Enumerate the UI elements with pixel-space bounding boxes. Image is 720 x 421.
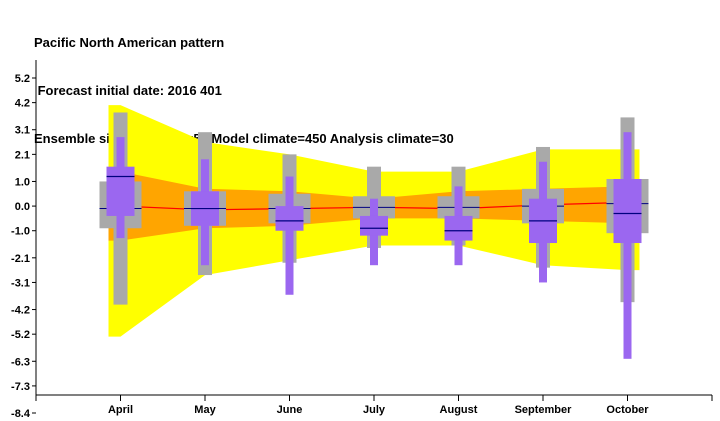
x-tick-label: April bbox=[108, 404, 133, 416]
y-tick-label: -3.1 bbox=[11, 277, 30, 289]
y-tick-label: 2.1 bbox=[15, 149, 30, 161]
y-tick-label: -6.3 bbox=[11, 356, 30, 368]
forecast-box bbox=[106, 166, 135, 216]
y-tick-label: 0.0 bbox=[15, 201, 30, 213]
x-tick-label: September bbox=[515, 404, 573, 416]
x-tick-label: May bbox=[194, 404, 216, 416]
forecast-whisker bbox=[285, 176, 294, 295]
forecast-whisker bbox=[623, 132, 632, 359]
y-tick-label: 3.1 bbox=[15, 125, 30, 137]
y-tick-label: 1.0 bbox=[15, 176, 30, 188]
forecast-box bbox=[613, 178, 642, 244]
x-tick-label: June bbox=[277, 404, 303, 416]
y-tick-label: 5.2 bbox=[15, 73, 30, 85]
y-tick-label: -1.0 bbox=[11, 226, 30, 238]
chart-title: Pacific North American pattern bbox=[34, 35, 225, 50]
chart-subtitle-date: Forecast initial date: 2016 401 bbox=[34, 83, 222, 98]
y-tick-label: -5.2 bbox=[11, 329, 30, 341]
forecast-box bbox=[444, 215, 473, 241]
y-tick-label: -8.4 bbox=[11, 408, 31, 420]
y-tick-label: -4.2 bbox=[11, 305, 30, 317]
y-tick-label: 4.2 bbox=[15, 98, 30, 110]
y-tick-label: -2.1 bbox=[11, 253, 30, 265]
forecast-box bbox=[360, 215, 388, 236]
y-tick-label: -7.3 bbox=[11, 381, 30, 393]
x-tick-label: July bbox=[363, 404, 386, 416]
x-tick-label: October bbox=[606, 404, 649, 416]
x-tick-label: August bbox=[440, 404, 478, 416]
forecast-box bbox=[275, 206, 304, 231]
